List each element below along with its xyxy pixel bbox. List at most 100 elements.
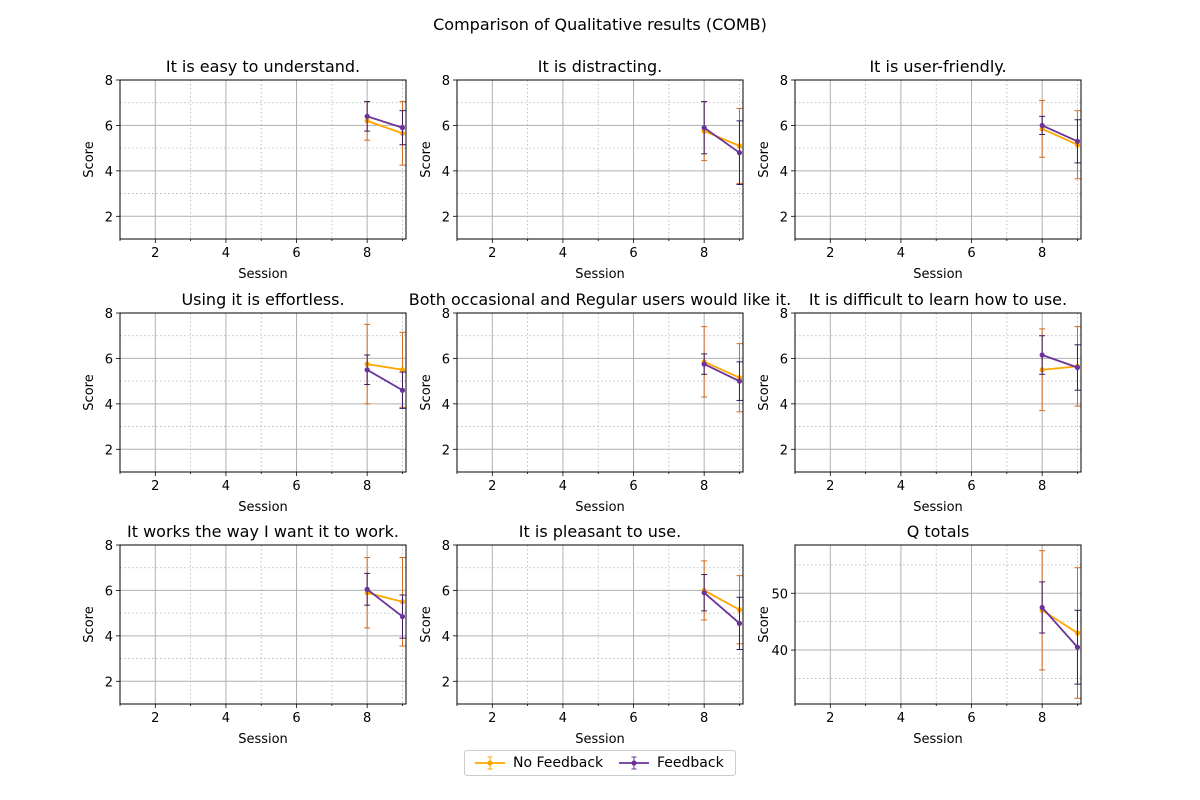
x-tick-label: 2 (488, 711, 496, 726)
axes: 2 4 6 8 2 4 6 8 (105, 539, 403, 726)
axes: 2 4 6 8 2 4 6 8 (442, 307, 740, 494)
data-point (399, 387, 406, 393)
series-feedback (701, 353, 743, 401)
subplot-title: It is easy to understand. (166, 57, 360, 76)
y-tick-label: 2 (442, 675, 450, 690)
y-tick-label: 6 (105, 119, 113, 134)
series-line (1042, 365, 1078, 371)
data-point (1074, 138, 1081, 144)
y-tick-label: 4 (105, 398, 113, 413)
x-tick-label: 2 (826, 479, 834, 494)
legend-swatch-no-feedback (475, 756, 505, 770)
subplot-title: It is difficult to learn how to use. (809, 290, 1067, 309)
subplot-title: It is user-friendly. (869, 57, 1006, 76)
x-axis-label: Session (575, 732, 625, 747)
y-tick-label: 2 (105, 675, 113, 690)
plot-frame (456, 79, 744, 240)
y-axis-label: Score (82, 606, 97, 642)
x-tick-label: 6 (292, 479, 300, 494)
axes: 2 4 6 8 2 4 6 8 (105, 74, 403, 261)
plot-area (701, 326, 743, 413)
y-tick-label: 8 (105, 74, 113, 89)
legend-item-feedback: Feedback (617, 751, 724, 775)
x-tick-label: 8 (363, 711, 371, 726)
subplot-grid: 2 4 6 8 2 4 6 8 It is easy to understand. Session… (82, 57, 1082, 747)
data-point (701, 125, 707, 131)
x-tick-label: 8 (1038, 479, 1046, 494)
axes: 2 4 6 8 2 4 6 8 (442, 539, 740, 726)
y-tick-label: 6 (442, 352, 450, 367)
subplot-title: It is distracting. (538, 57, 662, 76)
x-tick-label: 4 (559, 246, 567, 261)
data-point (364, 586, 370, 592)
x-tick-label: 8 (700, 479, 708, 494)
subplot-6: 2 4 6 8 2 4 6 8 It is difficult to learn how to … (757, 290, 1082, 515)
plot-area (364, 101, 406, 166)
x-tick-label: 6 (967, 479, 975, 494)
x-tick-label: 4 (222, 246, 230, 261)
x-tick-label: 2 (488, 246, 496, 261)
data-point (399, 125, 406, 131)
y-axis-label: Score (419, 141, 434, 177)
subplot-2: 2 4 6 8 2 4 6 8 It is distracting. Session Score (419, 57, 744, 282)
series-line (703, 363, 740, 382)
grid (119, 312, 406, 473)
y-tick-label: 2 (442, 443, 450, 458)
plot-frame (794, 544, 1082, 705)
series-line (703, 589, 740, 611)
x-tick-label: 2 (826, 711, 834, 726)
series-feedback (1039, 115, 1081, 164)
plot-frame (119, 312, 407, 473)
series-line (366, 588, 404, 618)
subplot-title: Q totals (907, 522, 970, 541)
plot-frame (119, 79, 407, 240)
x-tick-label: 4 (897, 246, 905, 261)
x-tick-label: 8 (1038, 246, 1046, 261)
y-tick-label: 8 (780, 74, 788, 89)
series-feedback (701, 101, 743, 185)
y-tick-label: 2 (442, 210, 450, 225)
x-axis-label: Session (575, 267, 625, 282)
x-tick-label: 2 (151, 479, 159, 494)
y-axis-label: Score (82, 141, 97, 177)
axes: 2 4 6 8 2 4 6 8 (780, 74, 1078, 261)
series-feedback (364, 354, 406, 409)
x-tick-label: 8 (363, 246, 371, 261)
y-tick-label: 4 (780, 398, 788, 413)
series-feedback (364, 101, 406, 146)
x-tick-label: 6 (629, 711, 637, 726)
x-tick-label: 2 (826, 246, 834, 261)
subplot-title: Both occasional and Regular users would … (409, 290, 791, 309)
plot-area (1039, 99, 1081, 180)
y-tick-label: 4 (442, 630, 450, 645)
x-tick-label: 4 (222, 479, 230, 494)
x-tick-label: 4 (559, 479, 567, 494)
series-line (367, 363, 403, 371)
subplot-7: 2 4 6 8 2 4 6 8 It works the way I want it to wo… (82, 522, 407, 747)
y-tick-label: 2 (780, 443, 788, 458)
x-tick-label: 8 (363, 479, 371, 494)
y-axis-label: Score (419, 374, 434, 410)
plot-frame (794, 312, 1082, 473)
series-feedback (701, 574, 743, 650)
data-point (736, 378, 743, 384)
x-tick-label: 6 (967, 711, 975, 726)
x-tick-label: 4 (559, 711, 567, 726)
y-axis-label: Score (757, 374, 772, 410)
y-tick-label: 50 (771, 587, 788, 602)
x-tick-label: 4 (897, 479, 905, 494)
data-point (701, 361, 707, 367)
y-tick-label: 4 (442, 165, 450, 180)
y-tick-label: 8 (442, 539, 450, 554)
x-tick-label: 8 (1038, 711, 1046, 726)
x-axis-label: Session (913, 732, 963, 747)
axes: 2 4 6 8 40 50 (771, 587, 1078, 726)
x-tick-label: 8 (700, 246, 708, 261)
plot-frame (119, 544, 407, 705)
y-tick-label: 4 (105, 630, 113, 645)
plot-area (701, 560, 743, 650)
data-point (1074, 364, 1081, 371)
data-point (364, 367, 370, 373)
legend-label-feedback: Feedback (657, 755, 724, 771)
